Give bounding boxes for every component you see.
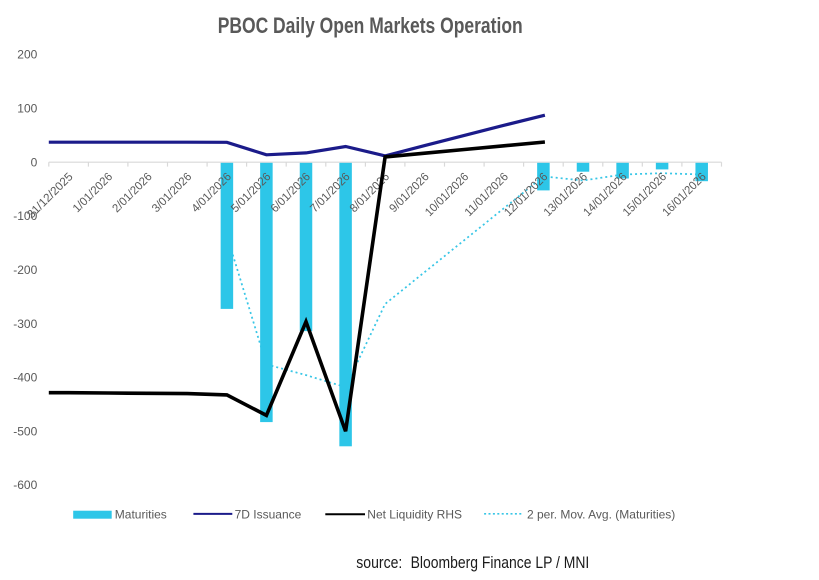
svg-text:source:: source: bbox=[356, 553, 402, 572]
svg-text:-200: -200 bbox=[13, 263, 37, 277]
svg-text:Net Liquidity RHS: Net Liquidity RHS bbox=[367, 507, 462, 521]
svg-text:-600: -600 bbox=[13, 478, 37, 492]
svg-text:-400: -400 bbox=[13, 371, 37, 385]
svg-text:Maturities: Maturities bbox=[115, 507, 167, 521]
svg-text:Bloomberg Finance LP / MNI: Bloomberg Finance LP / MNI bbox=[411, 553, 590, 572]
svg-text:100: 100 bbox=[17, 101, 37, 115]
svg-text:200: 200 bbox=[17, 48, 37, 62]
svg-text:0: 0 bbox=[31, 155, 38, 169]
svg-text:7D Issuance: 7D Issuance bbox=[235, 507, 302, 521]
svg-text:-300: -300 bbox=[13, 317, 37, 331]
svg-text:-100: -100 bbox=[13, 209, 37, 223]
svg-text:2 per. Mov. Avg. (Maturities): 2 per. Mov. Avg. (Maturities) bbox=[527, 507, 675, 521]
svg-text:-500: -500 bbox=[13, 424, 37, 438]
svg-text:PBOC Daily Open Markets Operat: PBOC Daily Open Markets Operation bbox=[218, 13, 523, 38]
